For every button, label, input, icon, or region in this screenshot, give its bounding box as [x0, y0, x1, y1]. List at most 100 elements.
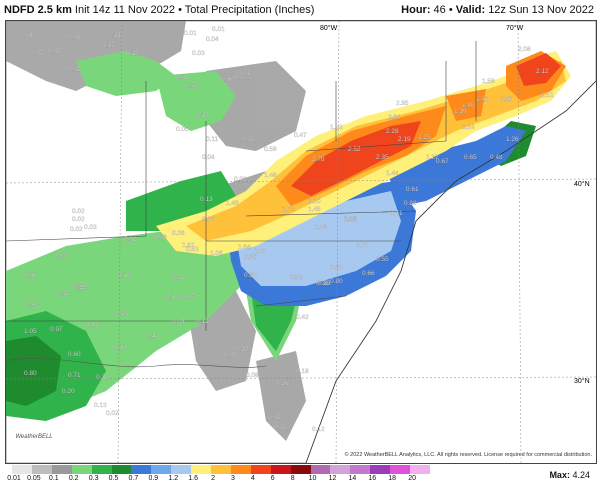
legend-swatch: [91, 465, 112, 474]
copyright-credit: © 2022 WeatherBELL Analytics, LLC. All r…: [342, 452, 594, 458]
precip-value-label: 0.06: [220, 76, 233, 83]
legend-swatch: [370, 465, 391, 474]
precip-value-label: 1.26: [506, 136, 519, 143]
precip-value-label: 0.58: [264, 146, 277, 153]
precip-value-label: 1.24: [462, 124, 475, 131]
precip-value-label: 0.02: [48, 48, 61, 55]
precip-value-label: 0.05: [30, 50, 43, 57]
legend-swatch: [350, 465, 371, 474]
precip-value-label: 1.51: [500, 96, 513, 103]
precip-value-label: 0.33: [318, 280, 331, 287]
precip-value-label: 0.11: [206, 136, 219, 143]
precip-value-label: 2.19: [398, 136, 411, 143]
precip-value-label: 1.39: [454, 108, 467, 115]
precip-value-label: 0.27: [186, 82, 199, 89]
precip-value-label: 0.71: [356, 242, 369, 249]
precip-value-label: 0.37: [202, 216, 215, 223]
valid-label: Valid:: [455, 4, 486, 16]
precip-value-label: 2.78: [312, 156, 325, 163]
legend-tick-label: 0.2: [68, 475, 79, 482]
precip-value-label: 0.01: [184, 30, 197, 37]
precip-value-label: 0.03: [176, 74, 189, 81]
precip-value-label: 2.08: [518, 46, 531, 53]
legend-tick-label: 6: [270, 475, 275, 482]
precip-value-label: 1.45: [308, 206, 321, 213]
precip-value-label: 1.38: [314, 224, 327, 231]
legend-tick-label: 8: [290, 475, 295, 482]
legend-swatch: [410, 465, 431, 474]
legend-swatch: [151, 465, 172, 474]
precip-value-label: 0.43: [86, 322, 99, 329]
precip-value-label: 0.26: [276, 380, 289, 387]
graticule-lines: [6, 21, 596, 463]
precip-value-label: 1.06: [210, 250, 223, 257]
precip-value-label: 0.61: [406, 186, 419, 193]
precip-value-label: 0.18: [296, 368, 309, 375]
graticule-label-30n: 30°N: [574, 377, 590, 385]
legend-tick-label: 0.1: [48, 475, 59, 482]
max-readout: Max: 4.24: [549, 470, 590, 480]
legend-tick-label: 1.6: [188, 475, 198, 482]
max-label: Max:: [549, 470, 570, 480]
precip-value-label: 0.80: [330, 278, 343, 285]
precip-value-label: 1.27: [426, 154, 439, 161]
precip-value-label: 0.02: [70, 226, 83, 233]
precip-value-label: 0.18: [146, 332, 159, 339]
precipitation-map[interactable]: 80°W 70°W 40°N 30°N 0.03 0.09 0.13 0.01 0.04…: [5, 20, 597, 464]
legend-tick-label: 10: [308, 475, 317, 482]
precip-value-label: 0.01: [212, 26, 225, 33]
precip-value-label: 1.44: [386, 170, 399, 177]
legend-swatch: [390, 465, 411, 474]
hour-value: 46: [433, 4, 446, 16]
precip-value-label: 0.55: [376, 256, 389, 263]
precip-value-label: 0.03: [56, 252, 69, 259]
legend-tick-label: 14: [348, 475, 357, 482]
precip-value-label: 0.01: [238, 70, 251, 77]
weatherbell-logo: WeatherBELL: [8, 425, 60, 449]
precip-value-label: 0.08: [234, 176, 247, 183]
precip-value-label: 0.81: [330, 264, 343, 271]
precip-value-label: 0.41: [390, 210, 403, 217]
precip-value-label: 0.53: [186, 246, 199, 253]
precip-value-label: 1.74: [282, 206, 295, 213]
borders: [6, 41, 596, 463]
precip-value-label: 1.48: [264, 172, 277, 179]
precip-value-label: 1.58: [482, 78, 495, 85]
legend-tick-label: 2: [211, 475, 215, 482]
precip-value-label: 0.08: [154, 234, 167, 241]
precip-value-label: 0.02: [106, 410, 119, 417]
precip-value-label: 0.02: [124, 236, 137, 243]
legend-swatch: [51, 465, 73, 474]
precip-value-label: 0.60: [68, 351, 81, 358]
precip-value-labels: 0.03 0.09 0.13 0.010.040.05 0.020.020.170.01…: [20, 26, 554, 433]
precip-value-label: 0.12: [312, 426, 325, 433]
precip-value-label: 0.07: [234, 74, 247, 81]
precip-value-label: 0.29: [116, 310, 129, 317]
legend-swatch: [12, 465, 33, 474]
graticule-label-40n: 40°N: [574, 180, 590, 188]
precip-value-label: 0.65: [464, 154, 477, 161]
precip-light-blue: [236, 191, 401, 286]
graticule-label-80w: 80°W: [320, 24, 338, 32]
legend-tick-label: 0.9: [148, 475, 159, 482]
precip-value-label: 2.35: [376, 154, 389, 161]
precip-value-label: 1.46: [226, 200, 239, 207]
precip-value-label: 0.83: [244, 272, 257, 279]
precip-value-label: 0.02: [68, 66, 81, 73]
precip-value-label: 1.30: [344, 216, 357, 223]
legend-tick-label: 0.05: [27, 475, 41, 482]
precip-value-label: 0.32: [236, 346, 249, 353]
precip-value-label: 1.51: [541, 92, 554, 99]
precip-value-label: 1.51: [182, 242, 195, 249]
separator-bullet: •: [178, 4, 182, 16]
precip-value-label: 0.19: [114, 344, 127, 351]
map-canvas: 80°W 70°W 40°N 30°N 0.03 0.09 0.13 0.01 0.04…: [6, 21, 596, 463]
product-name: Total Precipitation (Inches): [184, 4, 315, 16]
precip-value-label: 0.52: [290, 274, 303, 281]
precip-value-label: 1.64: [238, 244, 251, 251]
header-right: Hour: 46 • Valid: 12z Sun 13 Nov 2022: [401, 0, 594, 20]
precip-value-label: 0.02: [72, 216, 85, 223]
precip-value-label: 0.06: [24, 272, 37, 279]
precip-value-label: 2.64: [388, 114, 401, 121]
precip-value-label: 0.32: [58, 290, 71, 297]
